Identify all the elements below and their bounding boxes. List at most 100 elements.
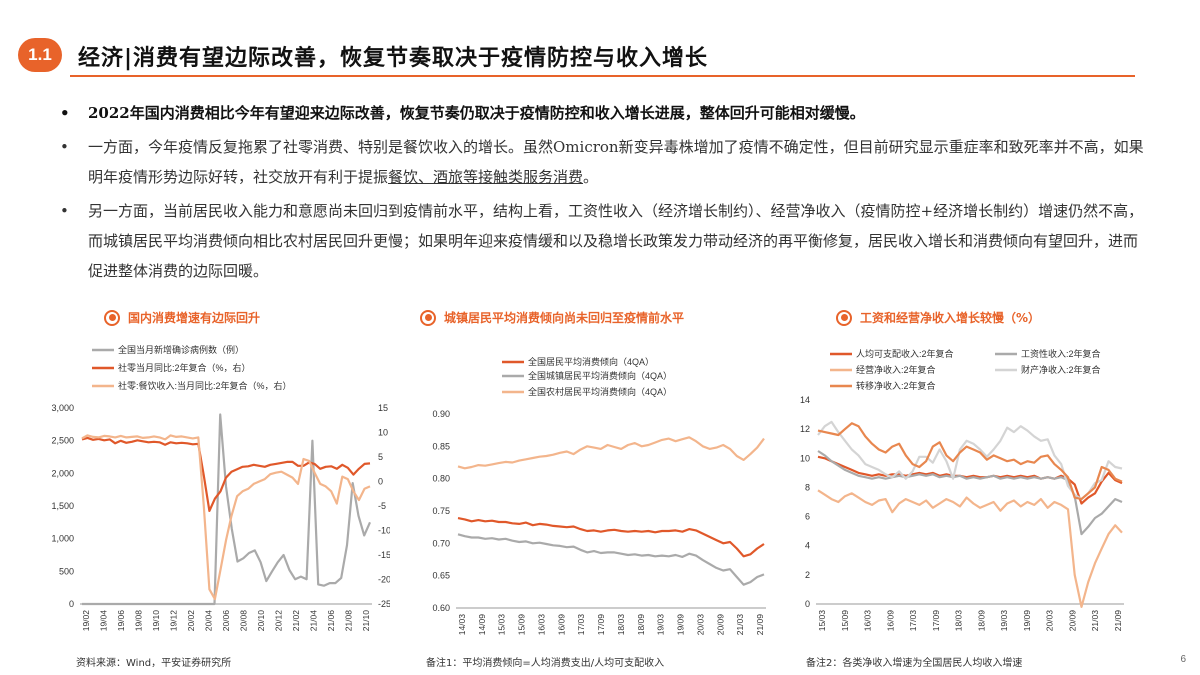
x-tick-label: 21/03 [1090,610,1100,632]
x-tick-label: 19/09 [676,614,686,636]
legend-label: 全国居民平均消费倾向（4QA） [528,356,654,367]
target-icon [836,309,852,326]
page-number: 6 [1180,654,1186,665]
x-tick-label: 20/03 [1045,610,1055,632]
x-tick-label: 20/09 [1067,610,1077,632]
x-tick-label: 14/09 [477,614,487,636]
x-tick-label: 21/02 [291,610,301,632]
x-tick-label: 18/09 [636,614,646,636]
section-badge: 1.1 [18,38,62,72]
x-tick-label: 20/12 [274,610,284,632]
target-icon [104,309,120,326]
y-tick-label: 12 [800,424,810,434]
legend-label: 全国农村居民平均消费倾向（4QA） [528,386,672,397]
x-tick-label: 16/03 [863,610,873,632]
x-tick-label: 19/04 [99,610,109,632]
y2-tick-label: 15 [378,403,388,413]
x-tick-label: 15/03 [817,610,827,632]
y-tick-label: 0.75 [432,506,450,516]
bullet-item: • 一方面，今年疫情反复拖累了社零消费、特别是餐饮收入的增长。虽然Omicron新… [60,138,1144,186]
x-tick-label: 19/03 [656,614,666,636]
chart-title-1: 国内消费增速有边际回升 [104,309,260,326]
x-tick-label: 15/09 [840,610,850,632]
y2-tick-label: 0 [378,477,383,487]
legend-label: 社零当月同比:2年复合（%，右） [118,362,251,373]
x-tick-label: 17/09 [931,610,941,632]
x-tick-label: 20/09 [715,614,725,636]
consumption-propensity-chart: 全国居民平均消费倾向（4QA） 全国城镇居民平均消费倾向（4QA） 全国农村居民平均… [432,356,766,636]
legend-label: 全国当月新增确诊病例数（例） [118,344,244,355]
legend-label: 全国城镇居民平均消费倾向（4QA） [528,370,672,381]
x-tick-label: 20/10 [256,610,266,632]
y-tick-label: 2 [805,570,810,580]
bullet-list: • 2022年国内消费相比今年有望迎来边际改善，恢复节奏仍取决于疫情防控和收入增长… [58,98,1148,290]
bullet-text: 2022年国内消费相比今年有望迎来边际改善，恢复节奏仍取决于疫情防控和收入增长进… [88,104,865,122]
x-tick-label: 20/08 [239,610,249,632]
series-line [817,422,1123,501]
y-tick-label: 1,500 [51,501,74,511]
x-tick-label: 21/04 [309,610,319,632]
legend-label: 经营净收入:2年复合 [856,364,936,375]
x-tick-label: 19/02 [81,610,91,632]
y-tick-label: 0.70 [432,538,450,548]
x-tick-label: 19/08 [134,610,144,632]
chart-title-2: 城镇居民平均消费倾向尚未回归至疫情前水平 [420,309,684,326]
y-tick-label: 0.65 [432,571,450,581]
y-tick-label: 6 [805,512,810,522]
y2-tick-label: -20 [378,575,390,585]
chart-title-3: 工资和经营净收入增长较慢（%） [836,309,1040,326]
x-tick-label: 14/03 [457,614,467,636]
x-tick-label: 17/09 [596,614,606,636]
source-note: 资料来源：Wind，平安证券研究所 [76,658,232,669]
bullet-text: 一方面，今年疫情反复拖累了社零消费、特别是餐饮收入的增长。虽然Omicron新变… [88,138,1144,186]
legend-label: 财产净收入:2年复合 [1021,364,1101,375]
series-line [82,413,372,606]
x-tick-label: 16/03 [536,614,546,636]
legend-label: 人均可支配收入:2年复合 [856,348,954,359]
y2-tick-label: 10 [378,428,388,438]
page-title: 经济|消费有望边际改善，恢复节奏取决于疫情防控与收入增长 [78,46,709,71]
x-tick-label: 15/03 [497,614,507,636]
y-tick-label: 2,000 [51,468,74,478]
y-tick-label: 0 [69,599,74,609]
y2-tick-label: -15 [378,550,390,560]
bullet-text: 另一方面，当前居民收入能力和意愿尚未回归到疫情前水平，结构上看，工资性收入（经济… [88,202,1144,280]
y-tick-label: 8 [805,482,810,492]
bullet-item: • 2022年国内消费相比今年有望迎来边际改善，恢复节奏仍取决于疫情防控和收入增长… [58,98,1148,128]
x-tick-label: 17/03 [576,614,586,636]
legend-label: 工资性收入:2年复合 [1021,348,1101,359]
y-tick-label: 4 [805,541,810,551]
x-tick-label: 16/09 [885,610,895,632]
x-tick-label: 19/10 [151,610,161,632]
series-line [81,434,371,601]
x-tick-label: 17/03 [908,610,918,632]
x-tick-label: 16/09 [556,614,566,636]
y2-tick-label: -5 [378,501,386,511]
y-tick-label: 0.80 [432,474,450,484]
x-tick-label: 21/08 [344,610,354,632]
legend-label: 社零:餐饮收入:当月同比:2年复合（%，右） [118,380,292,391]
y-tick-label: 3,000 [51,403,74,413]
y2-tick-label: -25 [378,599,390,609]
y-tick-label: 0.60 [432,603,450,613]
series-line [457,517,765,558]
y-tick-label: 14 [800,395,810,405]
series-line [457,533,765,586]
series-line [817,455,1123,505]
y-tick-label: 500 [59,566,74,576]
x-tick-label: 19/09 [1022,610,1032,632]
y-tick-label: 2,500 [51,436,74,446]
consumption-growth-chart: 全国当月新增确诊病例数（例） 社零当月同比:2年复合（%，右） 社零:餐饮收入:当月… [51,344,390,632]
title-rule [70,75,1135,77]
x-tick-label: 21/10 [361,610,371,632]
bullet-tail: 。 [583,168,599,186]
series-line [81,436,371,512]
x-tick-label: 21/09 [755,614,765,636]
x-tick-label: 20/06 [221,610,231,632]
legend-label: 转移净收入:2年复合 [856,380,936,391]
x-tick-label: 20/03 [695,614,705,636]
bullet-underlined-text: 餐饮、酒旅等接触类服务消费 [388,168,584,186]
bullet-item: • 另一方面，当前居民收入能力和意愿尚未回归到疫情前水平，结构上看，工资性收入（经… [58,196,1148,286]
x-tick-label: 19/12 [169,610,179,632]
